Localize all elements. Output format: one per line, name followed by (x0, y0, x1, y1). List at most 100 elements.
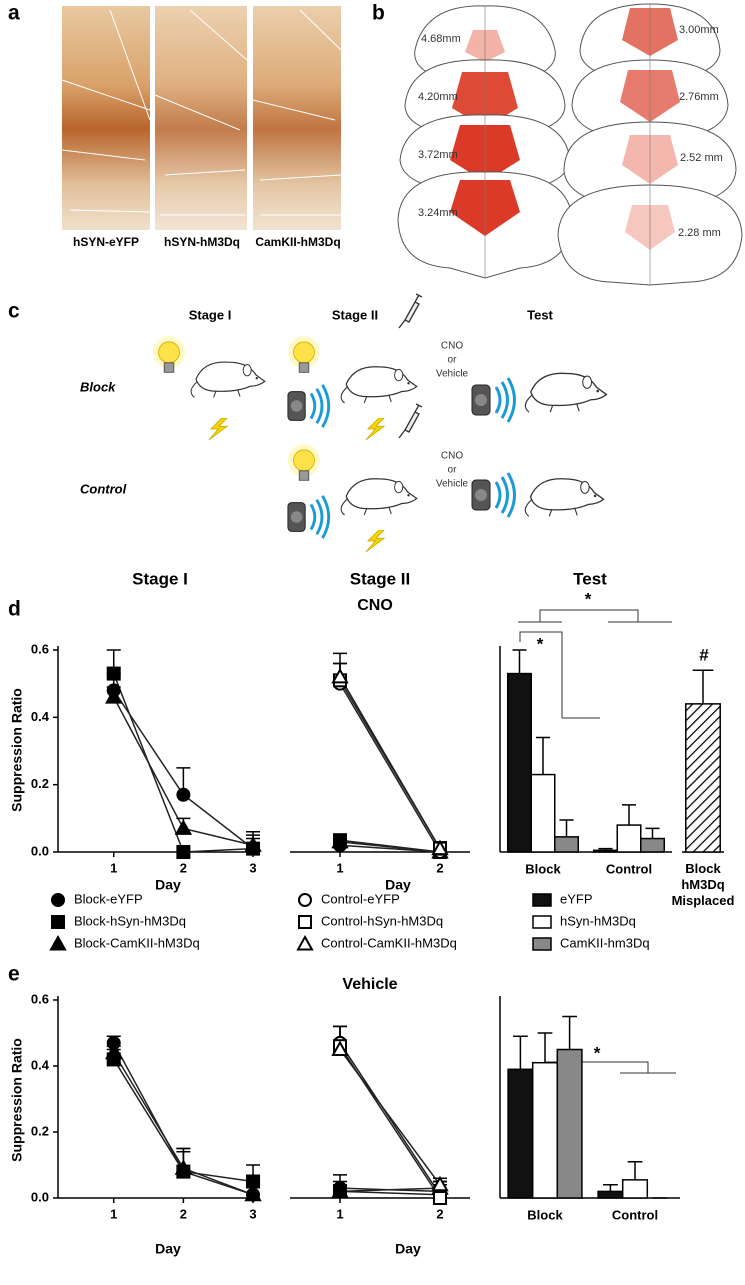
bar (554, 836, 580, 853)
x-tick-label: Block (527, 1207, 563, 1222)
panel-label: d (8, 598, 21, 621)
legend-marker (298, 915, 312, 929)
level-label: 2.28 mm (678, 227, 721, 239)
legend-label: Control-CamKII-hM3Dq (321, 935, 457, 950)
error-bar (559, 819, 574, 837)
chart-title: Stage I (132, 569, 188, 588)
caption: CamKII-hM3Dq (255, 235, 340, 249)
panel-label: b (372, 2, 385, 25)
histology (61, 6, 342, 230)
error-bar (562, 1015, 577, 1050)
x-tick-label: Control (612, 1207, 658, 1222)
x-tick-label: 3 (249, 860, 256, 875)
bar (597, 1190, 624, 1199)
caption: hSYN-eYFP (73, 235, 139, 249)
drug-label: or (448, 355, 458, 366)
error-bar (512, 649, 527, 674)
marker (244, 1185, 262, 1202)
x-tick-label: Control (606, 861, 652, 876)
panel-label: c (8, 300, 20, 323)
y-axis-label: Suppression Ratio (9, 1038, 25, 1162)
x-axis-label: Day (395, 1241, 421, 1257)
bar (621, 1179, 649, 1199)
x-tick-label: 2 (180, 860, 187, 875)
bar (531, 1061, 559, 1199)
annotation: * (585, 589, 592, 608)
annotation: * (537, 634, 544, 653)
protocol-icons (152, 293, 608, 552)
level-label: 3.24mm (418, 207, 458, 219)
x-tick-label: 1 (336, 1206, 343, 1221)
legend-marker (49, 934, 67, 951)
marker (331, 832, 349, 849)
drug-label: CNO (441, 341, 463, 352)
x-tick-label: 1 (110, 860, 117, 875)
legend-label: Control-eYFP (321, 891, 400, 906)
atlas-sections (397, 3, 743, 286)
error-bar (692, 669, 714, 704)
drug-label: CNO (441, 451, 463, 462)
marker (431, 1175, 449, 1192)
drug-label: Vehicle (436, 369, 469, 380)
x-tick-label: Block hM3Dq Misplaced (672, 861, 735, 908)
legend-swatch (532, 893, 552, 907)
x-tick-label: 1 (336, 860, 343, 875)
bar (530, 773, 556, 853)
marker (331, 1182, 349, 1198)
legend-marker (296, 934, 314, 951)
bar (507, 1068, 534, 1199)
x-tick-label: 2 (436, 1206, 443, 1221)
y-tick-label: 0.2 (31, 1123, 49, 1138)
legend-swatch (532, 937, 552, 951)
bar (556, 1048, 583, 1199)
legend-label: Block-CamKII-hM3Dq (74, 935, 200, 950)
error-bar (535, 736, 551, 775)
bar (506, 672, 532, 853)
annotation: * (594, 1043, 601, 1062)
stage-label: Stage II (332, 307, 378, 322)
caption: hSYN-hM3Dq (164, 235, 240, 249)
marker (431, 839, 449, 856)
legend-label: Block-eYFP (74, 891, 143, 906)
x-tick-label: 1 (110, 1206, 117, 1221)
legend-label: hSyn-hM3Dq (560, 913, 636, 928)
marker (106, 666, 121, 681)
error-bar (603, 1184, 618, 1192)
error-bar (627, 1160, 643, 1180)
series-line (339, 683, 441, 853)
error-bar (537, 1032, 553, 1063)
series-line (339, 1187, 441, 1193)
legend-label: Control-hSyn-hM3Dq (321, 913, 443, 928)
level-label: 3.72mm (418, 149, 458, 161)
y-tick-label: 0.4 (31, 709, 50, 724)
y-tick-label: 0.0 (31, 843, 49, 858)
drug-label: or (448, 465, 458, 476)
y-tick-label: 0.4 (31, 1057, 50, 1072)
panel-label: a (8, 2, 20, 25)
legend-swatch (532, 915, 552, 929)
group-label: Control (80, 481, 127, 496)
x-axis-label: Day (155, 877, 181, 893)
error-bar (513, 1035, 528, 1070)
legend-label: eYFP (560, 891, 593, 906)
level-label: 4.68mm (421, 33, 461, 45)
marker (331, 1040, 349, 1056)
stage-label: Stage I (189, 307, 232, 322)
series-line (339, 676, 441, 850)
level-label: 4.20mm (418, 91, 458, 103)
error-bar (621, 804, 637, 826)
y-tick-label: 0.6 (31, 641, 49, 656)
x-axis-label: Day (385, 877, 411, 893)
y-tick-label: 0.0 (31, 1189, 49, 1204)
legend-marker (51, 893, 65, 907)
x-tick-label: 3 (249, 1206, 256, 1221)
stage-label: Test (527, 307, 553, 322)
level-label: 2.76mm (679, 91, 719, 103)
legend-label: CamKII-hm3Dq (560, 935, 650, 950)
annotation: # (699, 645, 709, 664)
legend-marker (298, 893, 312, 907)
marker (331, 667, 349, 684)
level-label: 3.00mm (679, 24, 719, 36)
chart-title: Stage II (350, 569, 410, 588)
